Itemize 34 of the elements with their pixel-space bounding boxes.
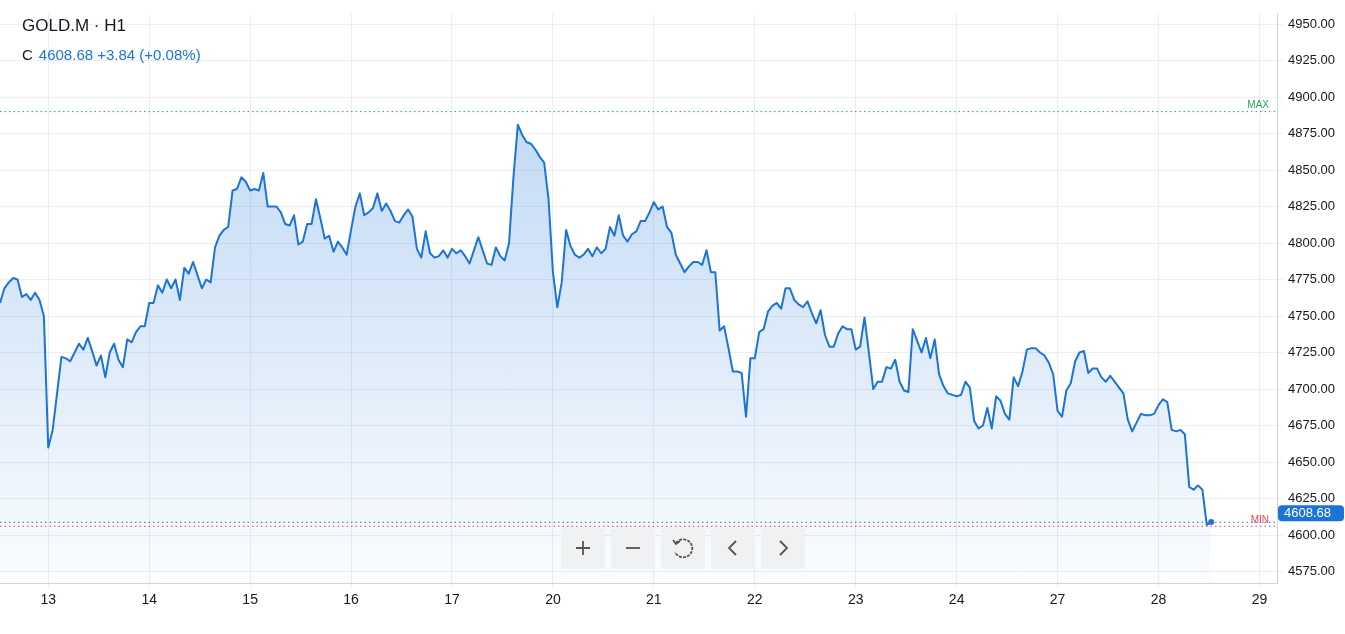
y-tick-label: 4725.00: [1288, 344, 1335, 360]
ref-line-label: MIN: [1250, 514, 1269, 526]
x-tick-label: 29: [1251, 591, 1268, 608]
y-tick-label: 4775.00: [1288, 271, 1335, 287]
y-tick-label: 4650.00: [1288, 453, 1335, 469]
y-tick-label: 4700.00: [1288, 380, 1335, 396]
x-tick-label: 27: [1049, 591, 1066, 608]
x-tick-label: 14: [141, 591, 158, 608]
y-tick-label: 4800.00: [1288, 234, 1335, 250]
x-tick-label: 24: [948, 591, 965, 608]
x-tick-label: 17: [444, 591, 460, 608]
x-tick-label: 20: [545, 591, 561, 608]
x-tick-label: 21: [646, 591, 662, 608]
x-tick-label: 23: [847, 591, 864, 608]
y-tick-label: 4850.00: [1288, 161, 1335, 177]
y-tick-label: 4825.00: [1288, 198, 1335, 214]
x-tick-label: 16: [343, 591, 360, 608]
x-tick-label: 22: [747, 591, 763, 608]
y-tick-label: 4600.00: [1288, 526, 1335, 542]
y-tick-label: 4675.00: [1288, 417, 1335, 433]
ref-line-label: MAX: [1247, 99, 1270, 111]
y-tick-label: 4900.00: [1288, 88, 1335, 104]
y-tick-label: 4750.00: [1288, 307, 1335, 323]
y-tick-label: 4950.00: [1288, 15, 1335, 31]
x-tick-label: 28: [1150, 591, 1167, 608]
chart-title: GOLD.M · H1: [22, 16, 127, 36]
x-tick-label: 15: [242, 591, 259, 608]
text: C 4608.68 +3.84 (+0.08%): [22, 46, 201, 63]
ref-line-label: 4608.68: [1284, 505, 1331, 521]
y-tick-label: 4625.00: [1288, 490, 1335, 506]
y-tick-label: 4925.00: [1288, 52, 1335, 68]
y-tick-label: 4575.00: [1288, 563, 1335, 579]
x-tick-label: 13: [40, 591, 57, 608]
y-tick-label: 4875.00: [1288, 125, 1335, 141]
